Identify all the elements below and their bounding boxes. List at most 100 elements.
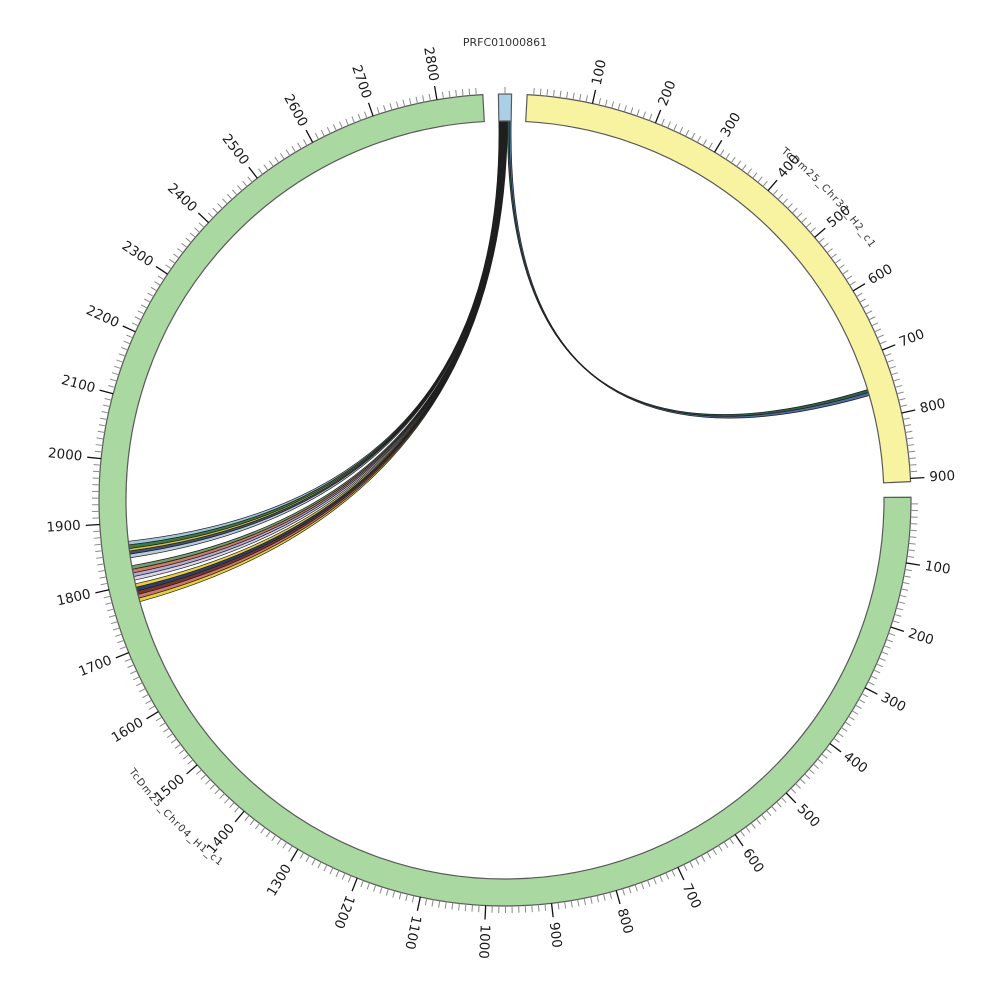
minor-tick	[552, 89, 555, 97]
tick-label: 200	[655, 78, 679, 108]
minor-tick	[317, 861, 322, 869]
minor-tick	[363, 111, 368, 119]
major-tick	[99, 389, 114, 395]
contig-title-label: PRFC01000861	[463, 36, 547, 49]
minor-tick	[899, 404, 908, 408]
tick-label: 600	[865, 261, 895, 288]
minor-tick	[878, 657, 886, 662]
minor-tick	[244, 814, 250, 822]
minor-tick	[402, 99, 406, 107]
minor-tick	[896, 391, 904, 395]
minor-tick	[398, 892, 402, 900]
minor-tick	[822, 242, 829, 248]
minor-tick	[796, 212, 803, 219]
minor-tick	[332, 124, 337, 131]
minor-tick	[424, 898, 428, 906]
tick-label: 100	[589, 58, 610, 87]
minor-tick	[323, 864, 328, 872]
minor-tick	[170, 738, 178, 744]
minor-tick	[636, 109, 640, 117]
minor-tick	[611, 101, 615, 109]
minor-tick	[144, 298, 151, 303]
minor-tick	[908, 542, 916, 545]
minor-tick	[590, 896, 593, 904]
minor-tick	[169, 258, 176, 264]
minor-tick	[196, 769, 202, 775]
minor-tick	[96, 556, 104, 559]
tick-label: 800	[614, 907, 636, 936]
minor-tick	[135, 682, 143, 687]
tick-label: 800	[918, 396, 947, 417]
minor-tick	[673, 124, 678, 131]
minor-tick	[405, 893, 408, 902]
minor-tick	[771, 805, 777, 812]
minor-tick	[468, 88, 471, 96]
minor-tick	[653, 877, 657, 885]
minor-tick	[366, 882, 371, 890]
minor-tick	[108, 614, 116, 618]
minor-tick	[881, 651, 889, 655]
tick-label: 1200	[330, 893, 357, 931]
minor-tick	[97, 430, 105, 433]
major-tick	[155, 265, 168, 275]
minor-tick	[305, 855, 310, 863]
major-tick	[122, 325, 136, 333]
minor-tick	[689, 861, 694, 868]
minor-tick	[909, 529, 917, 532]
minor-tick	[604, 99, 608, 107]
minor-tick	[904, 424, 912, 427]
minor-tick	[862, 304, 870, 309]
major-tick	[305, 129, 314, 143]
minor-tick	[285, 149, 291, 156]
major-tick	[115, 652, 130, 659]
minor-tick	[884, 353, 892, 357]
tick-label: 2300	[119, 238, 156, 270]
minor-tick	[830, 253, 837, 259]
minor-tick	[395, 101, 399, 109]
minor-tick	[579, 93, 582, 101]
axis-ticks-layer	[85, 85, 925, 920]
major-tick	[484, 905, 487, 920]
minor-tick	[126, 334, 134, 339]
minor-tick	[622, 888, 626, 896]
major-tick	[882, 344, 896, 351]
minor-tick	[198, 222, 205, 228]
minor-tick	[142, 693, 149, 699]
tick-label: 200	[906, 625, 935, 648]
minor-tick	[101, 411, 109, 414]
minor-tick	[185, 237, 192, 243]
major-tick	[351, 877, 358, 892]
minor-tick	[825, 748, 832, 754]
tick-label: 700	[679, 881, 704, 911]
major-tick	[615, 890, 621, 905]
major-tick	[864, 687, 878, 695]
minor-tick	[564, 901, 567, 909]
minor-tick	[157, 275, 165, 281]
minor-tick	[187, 759, 194, 765]
tick-label: 2700	[348, 63, 374, 101]
minor-tick	[112, 627, 120, 631]
minor-tick	[212, 207, 219, 214]
minor-tick	[761, 814, 767, 821]
minor-tick	[691, 132, 696, 140]
minor-tick	[906, 555, 915, 558]
minor-tick	[858, 698, 866, 704]
major-tick	[654, 109, 662, 124]
minor-tick	[234, 806, 240, 813]
minor-tick	[93, 464, 101, 466]
minor-tick	[237, 185, 243, 192]
minor-tick	[415, 96, 419, 104]
minor-tick	[750, 822, 756, 829]
minor-tick	[263, 164, 269, 171]
minor-tick	[736, 160, 742, 167]
minor-tick	[903, 575, 911, 578]
minor-tick	[813, 763, 819, 770]
minor-tick	[222, 198, 228, 205]
minor-tick	[871, 322, 879, 327]
minor-tick	[905, 430, 913, 433]
minor-tick	[879, 340, 887, 345]
minor-tick	[438, 900, 441, 908]
minor-tick	[708, 142, 713, 150]
minor-tick	[178, 749, 186, 755]
